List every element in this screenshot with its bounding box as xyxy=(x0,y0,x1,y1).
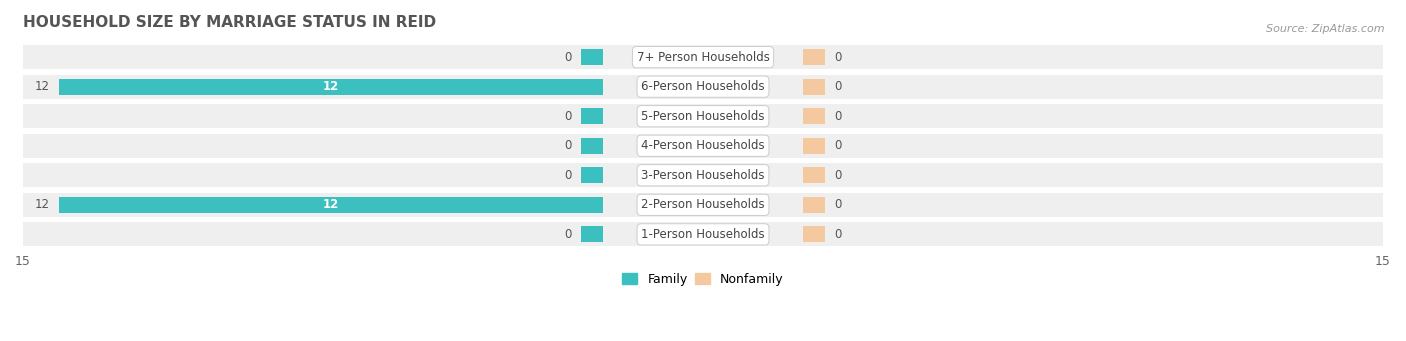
Bar xyxy=(581,108,603,124)
Bar xyxy=(581,138,603,154)
Text: 0: 0 xyxy=(564,228,571,241)
Text: 0: 0 xyxy=(835,228,842,241)
Text: 0: 0 xyxy=(835,139,842,152)
Bar xyxy=(803,197,825,213)
Bar xyxy=(803,49,825,65)
Bar xyxy=(22,222,1384,247)
Bar xyxy=(59,197,603,213)
Text: 4-Person Households: 4-Person Households xyxy=(641,139,765,152)
Bar xyxy=(803,78,825,95)
Text: 0: 0 xyxy=(835,169,842,182)
Bar xyxy=(803,138,825,154)
Text: 5-Person Households: 5-Person Households xyxy=(641,110,765,123)
Bar xyxy=(22,45,1384,69)
Text: 12: 12 xyxy=(323,80,339,93)
Text: 1-Person Households: 1-Person Households xyxy=(641,228,765,241)
Text: 6-Person Households: 6-Person Households xyxy=(641,80,765,93)
Bar xyxy=(803,167,825,183)
Text: 0: 0 xyxy=(835,50,842,64)
Bar xyxy=(581,49,603,65)
Text: 0: 0 xyxy=(835,198,842,211)
Bar xyxy=(22,104,1384,128)
Bar xyxy=(803,108,825,124)
Bar xyxy=(581,226,603,242)
Bar xyxy=(22,193,1384,217)
Bar xyxy=(22,163,1384,188)
Text: 0: 0 xyxy=(564,50,571,64)
Bar xyxy=(803,226,825,242)
Text: 0: 0 xyxy=(835,80,842,93)
Text: 0: 0 xyxy=(564,169,571,182)
Text: 3-Person Households: 3-Person Households xyxy=(641,169,765,182)
Bar xyxy=(59,78,603,95)
Text: 0: 0 xyxy=(835,110,842,123)
Text: 0: 0 xyxy=(564,139,571,152)
Text: 12: 12 xyxy=(323,198,339,211)
Text: HOUSEHOLD SIZE BY MARRIAGE STATUS IN REID: HOUSEHOLD SIZE BY MARRIAGE STATUS IN REI… xyxy=(22,15,436,30)
Bar xyxy=(22,75,1384,99)
Bar xyxy=(22,134,1384,158)
Text: 12: 12 xyxy=(35,80,51,93)
Text: 12: 12 xyxy=(35,198,51,211)
Bar xyxy=(581,167,603,183)
Legend: Family, Nonfamily: Family, Nonfamily xyxy=(617,267,789,291)
Text: 0: 0 xyxy=(564,110,571,123)
Text: Source: ZipAtlas.com: Source: ZipAtlas.com xyxy=(1267,24,1385,34)
Text: 7+ Person Households: 7+ Person Households xyxy=(637,50,769,64)
Text: 2-Person Households: 2-Person Households xyxy=(641,198,765,211)
